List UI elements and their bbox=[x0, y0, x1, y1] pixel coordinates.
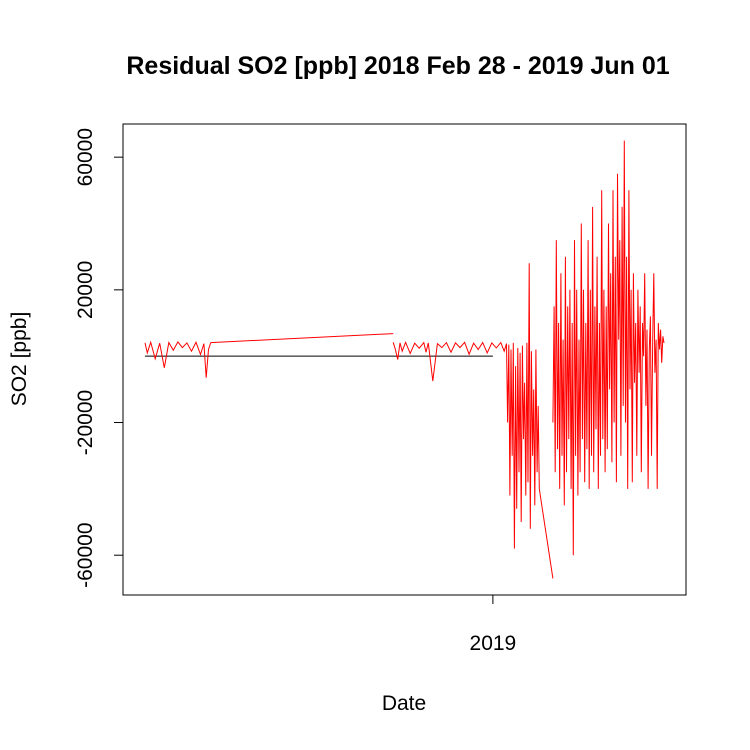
x-axis: 2019 bbox=[470, 595, 517, 655]
series-line-segment-1 bbox=[210, 333, 394, 344]
y-tick-label: -60000 bbox=[74, 523, 97, 588]
series-line-segment-3 bbox=[506, 263, 540, 549]
x-axis-label: Date bbox=[382, 692, 426, 715]
y-tick-label: 60000 bbox=[74, 128, 97, 186]
y-axis-label: SO2 [ppb] bbox=[8, 312, 31, 407]
series-line-segment-5 bbox=[552, 140, 665, 556]
y-tick-label: 20000 bbox=[74, 261, 97, 319]
series-layer bbox=[144, 140, 665, 579]
series-line-segment-4 bbox=[538, 488, 554, 579]
y-axis: -60000 -20000 20000 60000 bbox=[74, 128, 123, 588]
series-line-segment-0 bbox=[144, 340, 212, 378]
series-line-segment-2 bbox=[392, 340, 507, 382]
y-tick-label: -20000 bbox=[74, 390, 97, 455]
x-tick-label: 2019 bbox=[470, 632, 517, 655]
chart-title: Residual SO2 [ppb] 2018 Feb 28 - 2019 Ju… bbox=[126, 52, 669, 80]
plot-box bbox=[122, 123, 687, 596]
